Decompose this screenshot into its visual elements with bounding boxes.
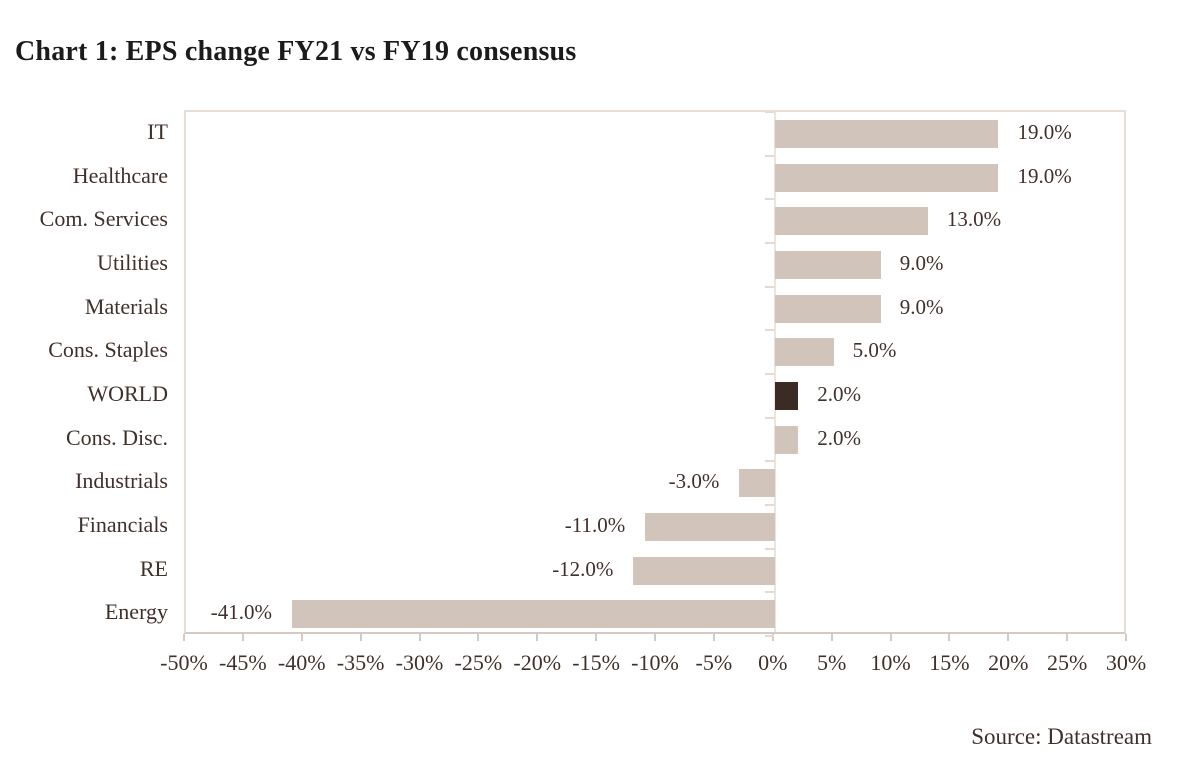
x-tick-label: 30% (1105, 650, 1147, 675)
x-axis-tick (654, 634, 656, 641)
source-note: Source: Datastream (971, 724, 1152, 749)
x-tick-label: -10% (631, 650, 679, 675)
value-label-cons-disc: 2.0% (817, 425, 862, 450)
x-axis-tick (300, 634, 303, 641)
bar-healthcare (774, 163, 999, 192)
y-axis-tick (764, 155, 774, 157)
x-axis-tick (712, 634, 715, 641)
y-axis-tick (764, 460, 774, 462)
x-tick-label: -50% (160, 650, 208, 675)
x-tick-label: -45% (219, 650, 267, 675)
bar-world (774, 381, 799, 410)
x-tick-label: 10% (870, 650, 911, 675)
value-label-materials: 9.0% (899, 294, 944, 319)
category-label-it: IT (147, 118, 168, 144)
x-tick-label: -15% (572, 650, 620, 675)
plot-area (184, 110, 1126, 637)
category-label-utilities: Utilities (97, 249, 168, 275)
bar-re (633, 556, 775, 585)
y-axis-tick (764, 504, 774, 506)
x-axis-tick (1007, 634, 1010, 641)
bar-financials (645, 512, 775, 541)
x-tick-label: -25% (454, 650, 503, 675)
y-axis-tick (764, 242, 774, 244)
value-label-it: 19.0% (1017, 119, 1072, 144)
x-axis-tick (241, 634, 244, 641)
value-label-financials: -11.0% (564, 512, 626, 537)
x-axis-tick (889, 634, 892, 641)
bar-cons-staples (774, 338, 834, 367)
x-axis-tick (771, 634, 774, 641)
bar-utilities (774, 250, 881, 279)
x-axis-tick (359, 634, 362, 641)
category-label-materials: Materials (84, 293, 168, 319)
category-label-re: RE (139, 555, 168, 581)
x-axis-tick (536, 634, 539, 641)
y-axis-tick (764, 329, 774, 331)
x-axis-tick (948, 634, 951, 641)
category-label-energy: Energy (104, 599, 168, 625)
bar-it (774, 119, 999, 148)
x-tick-label: -20% (513, 650, 562, 675)
x-axis-tick (595, 634, 598, 641)
value-label-com-services: 13.0% (946, 207, 1002, 232)
bar-cons-disc (774, 425, 799, 454)
x-tick-label: -40% (277, 650, 326, 675)
x-axis-tick (830, 634, 833, 641)
category-label-world: WORLD (87, 380, 168, 406)
bar-materials (774, 294, 881, 323)
value-label-cons-staples: 5.0% (852, 338, 897, 363)
value-label-world: 2.0% (817, 381, 862, 406)
x-tick-label: -5% (695, 650, 733, 675)
value-label-utilities: 9.0% (899, 250, 944, 275)
x-tick-label: 20% (988, 650, 1029, 675)
category-label-industrials: Industrials (75, 468, 168, 494)
bar-energy (291, 600, 775, 629)
x-tick-label: -35% (336, 650, 385, 675)
x-tick-label: 5% (816, 650, 847, 675)
value-label-energy: -41.0% (210, 600, 272, 625)
y-axis-tick (764, 286, 774, 288)
y-axis-tick (764, 635, 774, 637)
x-axis-tick (477, 634, 480, 641)
value-label-industrials: -3.0% (668, 469, 720, 494)
category-label-healthcare: Healthcare (72, 162, 168, 188)
y-axis-tick (764, 198, 774, 200)
category-label-financials: Financials (77, 511, 168, 537)
value-label-healthcare: 19.0% (1017, 163, 1072, 188)
y-axis-tick (764, 373, 774, 375)
y-axis-tick (764, 548, 774, 550)
x-tick-label: 25% (1046, 650, 1088, 675)
y-axis-tick (764, 417, 774, 419)
bar-industrials (739, 469, 775, 498)
category-label-com-services: Com. Services (39, 206, 168, 232)
category-label-cons-staples: Cons. Staples (48, 337, 168, 363)
zero-axis-line (773, 112, 776, 632)
value-label-re: -12.0% (552, 556, 614, 581)
chart-title: Chart 1: EPS change FY21 vs FY19 consens… (15, 36, 577, 67)
x-axis-tick (418, 634, 421, 641)
x-axis-tick (183, 634, 185, 641)
x-axis-tick (1066, 634, 1069, 641)
y-axis-tick (764, 111, 774, 113)
x-tick-label: 15% (929, 650, 970, 675)
bar-com-services (774, 207, 928, 236)
y-axis-tick (764, 591, 774, 593)
x-axis-tick (1125, 634, 1127, 641)
category-label-cons-disc: Cons. Disc. (65, 424, 168, 450)
x-tick-label: 0% (758, 650, 788, 675)
x-tick-label: -30% (395, 650, 444, 675)
